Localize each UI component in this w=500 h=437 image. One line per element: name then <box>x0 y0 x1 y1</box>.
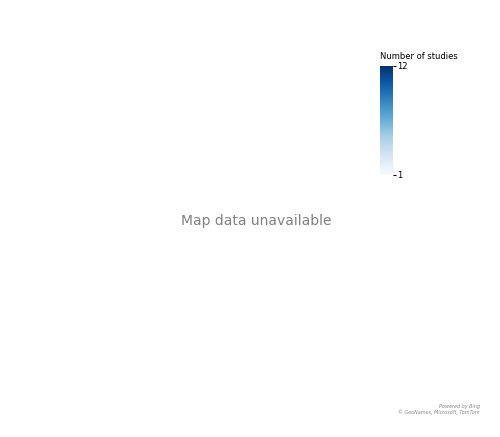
Text: Powered by Bing
© GeoNames, Microsoft, TomTom: Powered by Bing © GeoNames, Microsoft, T… <box>398 404 480 415</box>
Text: Number of studies: Number of studies <box>380 52 458 61</box>
Text: Map data unavailable: Map data unavailable <box>181 214 332 228</box>
